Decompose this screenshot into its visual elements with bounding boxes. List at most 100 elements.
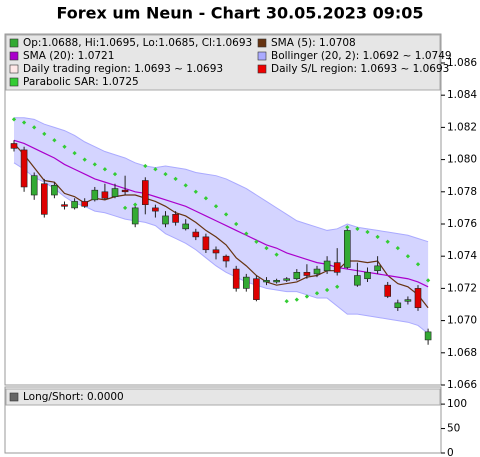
candle-body xyxy=(323,260,331,271)
legend-label: Daily S/L region: 1.0693 ~ 1.0693 xyxy=(271,63,449,75)
sar-dot xyxy=(355,226,360,231)
legend-swatch xyxy=(9,51,19,61)
candle-body xyxy=(354,275,361,286)
sar-dot xyxy=(223,212,229,217)
candle-body xyxy=(101,191,109,199)
sar-dot xyxy=(425,278,431,283)
candle-body xyxy=(333,262,341,273)
legend-swatch xyxy=(9,64,19,74)
candle-body xyxy=(172,214,179,223)
candle-body xyxy=(131,207,139,225)
legend-swatch xyxy=(9,77,19,87)
chart-title: Forex um Neun - Chart 30.05.2023 09:05 xyxy=(56,4,423,23)
sar-dot xyxy=(163,171,168,177)
y-tick-label: 1.086 xyxy=(447,57,477,69)
candle-body xyxy=(343,230,351,268)
candle-body xyxy=(30,175,38,196)
candle-body xyxy=(81,201,88,207)
y-tick-label: 1.074 xyxy=(447,250,477,262)
y-tick-label: 1.070 xyxy=(447,315,477,327)
candle-body xyxy=(384,284,392,297)
legend-box xyxy=(5,34,441,91)
legend-label: Long/Short: 0.0000 xyxy=(23,391,124,403)
candle-body xyxy=(91,189,99,201)
sar-dot xyxy=(314,291,320,296)
candle-body xyxy=(20,149,28,188)
sar-dot xyxy=(62,144,67,149)
sar-dot xyxy=(52,138,57,143)
candle-body xyxy=(424,331,432,341)
sar-dot xyxy=(92,162,97,167)
candle-body xyxy=(414,288,422,309)
candle-body xyxy=(202,236,210,251)
sar-dot xyxy=(415,262,421,267)
sar-dot xyxy=(304,294,310,299)
legend-label: Bollinger (20, 2): 1.0692 ~ 1.0749 xyxy=(271,50,452,62)
moving-average xyxy=(13,139,429,288)
candle-body xyxy=(394,302,402,309)
sar-dot xyxy=(335,284,340,289)
legend-swatch xyxy=(257,64,267,74)
candle-body xyxy=(364,271,371,280)
legend-box xyxy=(5,388,441,406)
candle-body xyxy=(273,280,280,283)
sar-dot xyxy=(82,157,87,162)
legend-label: Parabolic SAR: 1.0725 xyxy=(23,76,139,88)
candle-body xyxy=(212,249,220,254)
sar-dot xyxy=(395,246,400,251)
legend-label: SMA (5): 1.0708 xyxy=(271,37,356,49)
candle-body xyxy=(152,207,159,212)
sar-dot xyxy=(234,221,239,227)
candle-body xyxy=(404,299,412,302)
sar-dot xyxy=(385,239,390,244)
candle-body xyxy=(61,204,68,207)
candle-body xyxy=(303,271,311,276)
sar-dot xyxy=(21,120,27,125)
sar-dot xyxy=(375,234,380,239)
sar-dot xyxy=(102,167,108,172)
y-tick-label: 1.082 xyxy=(447,121,477,133)
y-tick-label: 50 xyxy=(447,423,460,435)
sar-dot xyxy=(122,205,128,211)
legend-label: Op:1.0688, Hi:1.0695, Lo:1.0685, Cl:1.06… xyxy=(23,37,252,49)
candle-body xyxy=(253,278,260,300)
candle-body xyxy=(111,188,119,197)
candle-body xyxy=(192,231,200,238)
candle-body xyxy=(71,201,78,209)
sar-dot xyxy=(72,151,77,156)
sar-dot xyxy=(143,163,148,169)
sar-dot xyxy=(244,231,249,236)
candle-body xyxy=(313,268,321,275)
legend-swatch xyxy=(9,392,19,402)
sar-dot xyxy=(193,189,198,194)
sar-dot xyxy=(203,196,209,201)
sar-dot xyxy=(324,287,330,293)
sar-dot xyxy=(284,299,289,304)
candle-body xyxy=(182,223,189,230)
candle-body xyxy=(162,215,169,225)
sar-dot xyxy=(365,229,370,235)
sar-dot xyxy=(264,246,269,251)
sar-dot xyxy=(173,176,178,182)
y-tick-label: 1.066 xyxy=(447,379,477,391)
candle-body xyxy=(232,268,240,289)
legend-label: SMA (20): 1.0721 xyxy=(23,50,114,62)
y-tick-label: 1.078 xyxy=(447,186,477,198)
sar-dot xyxy=(254,239,259,244)
legend-swatch xyxy=(9,38,19,48)
legend-swatch xyxy=(257,51,267,61)
y-tick-label: 1.072 xyxy=(447,282,477,294)
sar-dot xyxy=(294,297,299,302)
y-tick-label: 100 xyxy=(447,398,467,410)
candle-body xyxy=(51,185,58,196)
y-tick-label: 1.068 xyxy=(447,347,477,359)
candle-body xyxy=(10,143,18,149)
candle-body xyxy=(243,276,250,289)
candle-body xyxy=(293,271,301,280)
sar-dot xyxy=(112,171,118,177)
legend-label: Daily trading region: 1.0693 ~ 1.0693 xyxy=(23,63,223,75)
sar-dot xyxy=(133,202,138,207)
legend-swatch xyxy=(257,38,267,48)
sar-dot xyxy=(405,254,411,259)
